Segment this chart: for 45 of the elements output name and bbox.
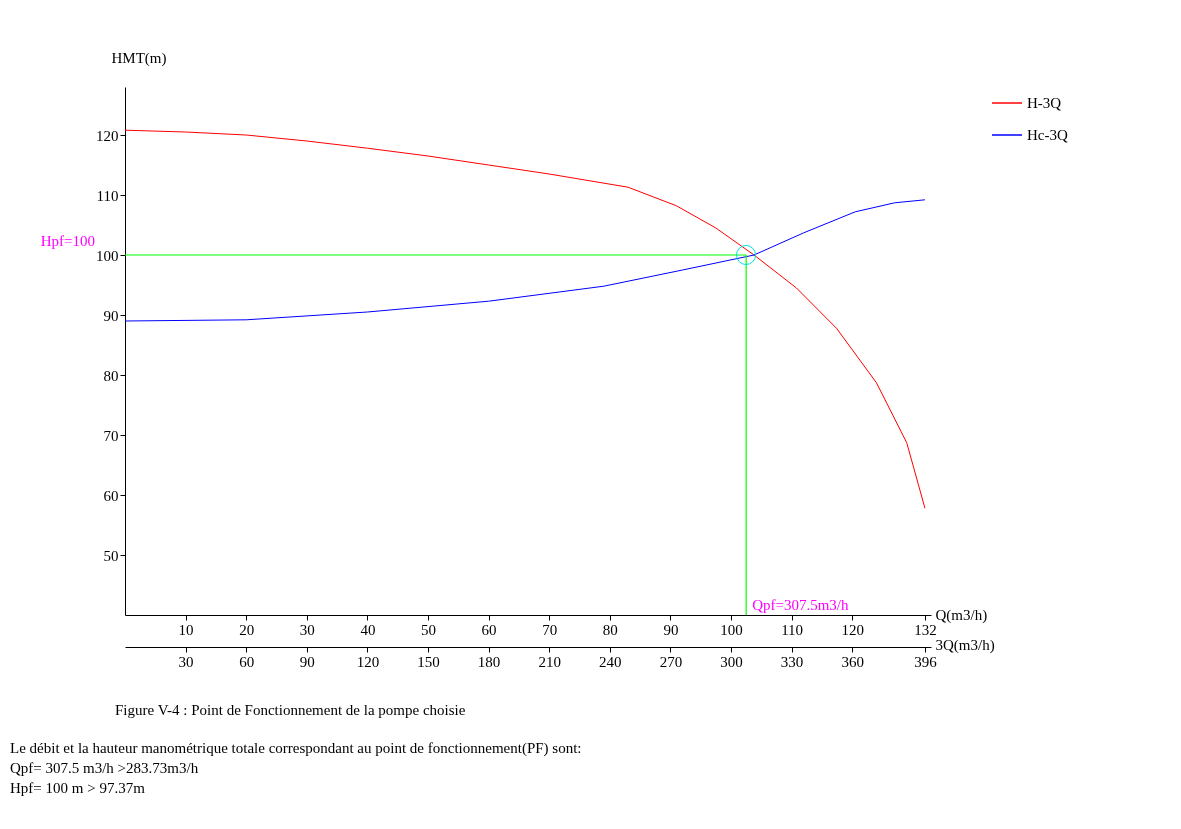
x2-tick-label: 150 <box>417 653 440 670</box>
x-tick-label: 50 <box>421 621 437 638</box>
text: Figure V-4 : Point de Fonctionnement de la pompe choisie <box>115 701 467 720</box>
y-tick-label: 60 <box>103 487 119 504</box>
x-tick-label: 120 <box>841 621 864 638</box>
x2-tick-label: 240 <box>599 653 622 670</box>
y-tick-label: 120 <box>96 127 119 144</box>
y-tick-label: 100 <box>96 247 119 264</box>
y-tick-label: 110 <box>96 187 119 204</box>
ref-line-label: Qpf=307.5m3/h <box>752 597 850 613</box>
x2-tick-label: 180 <box>477 653 501 670</box>
text: Hpf= 100 m > 97.37m <box>10 779 146 798</box>
x-tick-label: 132 <box>914 621 937 638</box>
y-axis-title: HMT(m) <box>111 49 167 67</box>
legend-label: H-3Q <box>1027 95 1062 111</box>
x-tick-label: 10 <box>178 621 194 638</box>
x-axis-title: Q(m3/h) <box>935 606 988 624</box>
ref-line-label: Hpf=100 <box>40 233 95 249</box>
x2-tick-label: 210 <box>538 653 561 670</box>
x2-tick-label: 330 <box>780 653 804 670</box>
x-tick-label: 90 <box>663 621 679 638</box>
x-tick-label: 60 <box>481 621 497 638</box>
x2-tick-label: 270 <box>659 653 683 670</box>
y-tick-label: 50 <box>103 547 119 564</box>
text: Qpf= 307.5 m3/h >283.73m3/h <box>10 759 200 778</box>
x-tick-label: 30 <box>299 621 315 638</box>
legend-label: Hc-3Q <box>1027 127 1068 143</box>
x-tick-label: 80 <box>602 621 618 638</box>
x2-tick-label: 90 <box>299 653 315 670</box>
x2-tick-label: 396 <box>914 653 938 670</box>
x-tick-label: 100 <box>720 621 743 638</box>
x2-tick-label: 360 <box>841 653 864 670</box>
x2-axis-title: 3Q(m3/h) <box>935 636 995 654</box>
y-tick-label: 90 <box>103 307 119 324</box>
y-tick-label: 80 <box>103 367 119 384</box>
x-tick-label: 70 <box>542 621 558 638</box>
x2-tick-label: 60 <box>239 653 255 670</box>
x2-tick-label: 300 <box>720 653 743 670</box>
x-tick-label: 40 <box>360 621 376 638</box>
x-tick-label: 110 <box>781 621 804 638</box>
x2-tick-label: 120 <box>356 653 380 670</box>
x-tick-label: 20 <box>239 621 255 638</box>
text: Le débit et la hauteur manométrique totale correspondant au point de fonctionnement(PF) sont: <box>10 739 582 758</box>
y-tick-label: 70 <box>103 427 119 444</box>
x2-tick-label: 30 <box>178 653 194 670</box>
